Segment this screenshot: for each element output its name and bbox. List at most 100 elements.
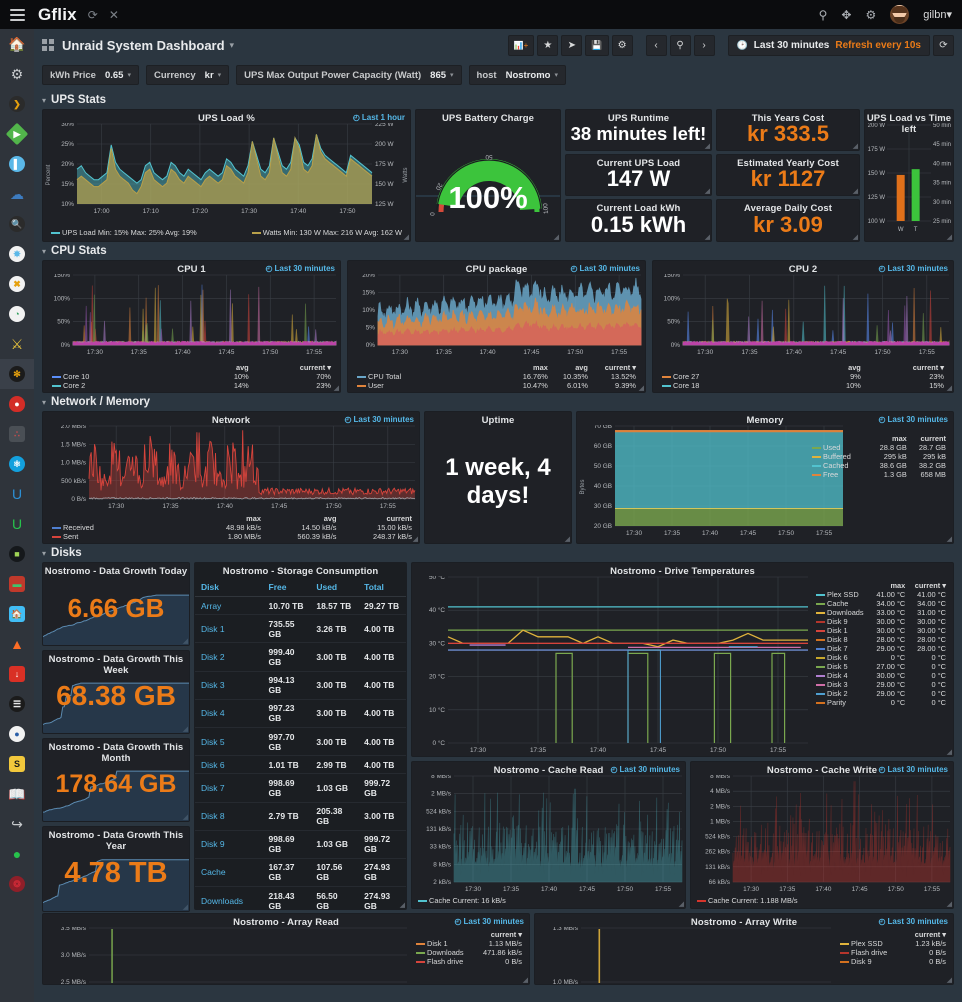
legend-item[interactable]: Core 2 14% 23% — [49, 381, 334, 390]
zoom-out-button[interactable]: ⚲ — [669, 34, 691, 56]
table-column-header[interactable]: Used — [310, 578, 359, 597]
rail-item-bazarr[interactable]: ◔ — [0, 299, 34, 329]
legend-item[interactable]: Watts Min: 130 W Max: 216 W Avg: 162 W — [251, 228, 402, 237]
legend-item[interactable]: Cache Current: 1.188 MB/s — [697, 896, 798, 905]
reload-icon[interactable]: ⟳ — [87, 7, 98, 22]
rail-item-settings[interactable]: ⚙ — [0, 59, 34, 89]
time-shift-back-button[interactable]: ‹ — [645, 34, 667, 56]
time-shift-forward-button[interactable]: › — [693, 34, 715, 56]
table-row[interactable]: Disk 2 999.40 GB 3.00 TB 4.00 TB — [195, 642, 406, 672]
refresh-button[interactable]: ⟳ — [933, 34, 954, 56]
table-row[interactable]: Cache 167.37 GB 107.56 GB 274.93 GB — [195, 858, 406, 888]
rail-item-sonarr[interactable]: ✖ — [0, 269, 34, 299]
panel-resize-handle[interactable]: ◢ — [553, 234, 559, 241]
legend-item[interactable]: Disk 5 27.00 °C 0 °C — [813, 662, 949, 671]
rail-item-deluge[interactable]: ● — [0, 719, 34, 749]
table-row[interactable]: Disk 7 998.69 GB 1.03 GB 999.72 GB — [195, 773, 406, 803]
legend-item[interactable]: Flash drive 0 B/s — [413, 957, 525, 966]
panel-cpu-2[interactable]: CPU 2 ◴ Last 30 minutes ◢ 0% 50% 100% 150% 17:30… — [652, 260, 954, 393]
legend-item[interactable]: UPS Load Min: 15% Max: 25% Avg: 19% — [51, 228, 197, 237]
rail-item-lastpass[interactable]: ● — [0, 389, 34, 419]
panel-data-growth-week[interactable]: Nostromo - Data Growth This Week◢68.38 G… — [42, 650, 190, 734]
panel-current-load-kwh[interactable]: Current Load kWh ◢ 0.15 kWh — [565, 199, 712, 242]
rail-item-calibre[interactable]: 📖 — [0, 779, 34, 809]
rail-item-radarr[interactable]: ✸ — [0, 239, 34, 269]
panel-resize-handle[interactable]: ◢ — [852, 143, 858, 150]
legend-column-header[interactable]: current ▾ — [604, 363, 636, 372]
rail-item-portainer[interactable]: ⚛ — [0, 449, 34, 479]
legend-column-header[interactable]: current ▾ — [914, 930, 946, 939]
legend-item[interactable]: Cached 38.6 GB 38.2 GB — [809, 461, 949, 470]
panel-array-read[interactable]: Nostromo - Array Read ◴ Last 30 minutes ◢ 2.… — [42, 913, 530, 985]
legend-item[interactable]: Buffered 295 kB 295 kB — [809, 452, 949, 461]
legend-item[interactable]: Disk 2 29.00 °C 0 °C — [813, 689, 949, 698]
panel-current-ups-load[interactable]: Current UPS Load ◢ 147 W — [565, 154, 712, 196]
rail-item-prowlarr[interactable]: ⚔ — [0, 329, 34, 359]
row-header-ups-stats[interactable]: ▾ UPS Stats — [34, 91, 962, 109]
legend-item[interactable]: Disk 9 30.00 °C 30.00 °C — [813, 617, 949, 626]
legend-item[interactable]: Disk 8 28.00 °C 28.00 °C — [813, 635, 949, 644]
legend-column-header[interactable]: avg — [323, 514, 337, 523]
panel-resize-handle[interactable]: ◢ — [704, 143, 710, 150]
panel-network[interactable]: Network ◴ Last 30 minutes ◢ 0 B/s 500 kB/s 1.0… — [42, 411, 420, 544]
add-panel-button[interactable]: 📊 + — [507, 34, 535, 56]
table-row[interactable]: Disk 4 997.23 GB 3.00 TB 4.00 TB — [195, 699, 406, 728]
legend-column-header[interactable]: current ▾ — [299, 363, 331, 372]
legend-item[interactable]: Core 18 10% 15% — [659, 381, 947, 390]
legend-column-header[interactable]: current ▾ — [490, 930, 522, 939]
rail-item-lidarr[interactable]: 🔍 — [0, 209, 34, 239]
legend-item[interactable]: Plex SSD 1.23 kB/s — [837, 939, 949, 948]
chevron-down-icon[interactable]: ▾ — [229, 39, 235, 50]
legend-item[interactable]: Cache Current: 16 kB/s — [418, 896, 506, 905]
rail-item-unifi[interactable]: U — [0, 479, 34, 509]
legend-item[interactable]: Disk 9 0 B/s — [837, 957, 949, 966]
panel-storage-consumption[interactable]: Nostromo - Storage Consumption ◢ Disk Free U… — [194, 562, 407, 910]
row-header-cpu-stats[interactable]: ▾ CPU Stats — [34, 242, 962, 260]
legend-item[interactable]: Downloads 471.86 kB/s — [413, 948, 525, 957]
panel-resize-handle[interactable]: ◢ — [564, 536, 570, 543]
panel-this-years-cost[interactable]: This Years Cost ◢ kr 333.5 — [716, 109, 860, 151]
save-button[interactable]: 💾 — [585, 34, 609, 56]
panel-resize-handle[interactable]: ◢ — [946, 385, 952, 392]
panel-ups-runtime[interactable]: UPS Runtime ◢ 38 minutes left! — [565, 109, 712, 151]
panel-ups-load-vs-time-left[interactable]: UPS Load vs Time left ◢ 100 W 125 W 150 W 175… — [864, 109, 954, 242]
panel-data-growth-month[interactable]: Nostromo - Data Growth This Month◢178.64… — [42, 738, 190, 822]
rail-item-nextcloud[interactable]: ∴ — [0, 419, 34, 449]
legend-column-header[interactable]: max — [890, 581, 906, 590]
table-row[interactable]: Disk 5 997.70 GB 3.00 TB 4.00 TB — [195, 727, 406, 757]
table-row[interactable]: Disk 6 1.01 TB 2.99 TB 4.00 TB — [195, 755, 406, 775]
avatar[interactable] — [890, 5, 910, 24]
panel-resize-handle[interactable]: ◢ — [678, 901, 684, 908]
panel-resize-handle[interactable]: ◢ — [704, 234, 710, 241]
panel-array-write[interactable]: Nostromo - Array Write ◴ Last 30 minutes ◢ 1… — [534, 913, 954, 985]
legend-column-header[interactable]: current — [386, 514, 412, 523]
rail-item-download[interactable]: ↓ — [0, 659, 34, 689]
close-icon[interactable]: ✕ — [108, 7, 119, 22]
table-row[interactable]: Downloads 218.43 GB 56.50 GB 274.93 GB — [195, 886, 406, 909]
rail-item-pihole[interactable]: ▬ — [0, 569, 34, 599]
legend-item[interactable]: CPU Total 16.76% 10.35% 13.52% — [354, 372, 639, 381]
legend-item[interactable]: Free 1.3 GB 658 MB — [809, 470, 949, 479]
page-title[interactable]: Unraid System Dashboard — [62, 37, 225, 53]
legend-item[interactable]: Disk 3 29.00 °C 0 °C — [813, 680, 949, 689]
row-header-disks[interactable]: ▾ Disks — [34, 544, 962, 562]
settings-button[interactable]: ⚙ — [611, 34, 633, 56]
share-button[interactable]: ➤ — [561, 34, 583, 56]
legend-item[interactable]: Cache 34.00 °C 34.00 °C — [813, 599, 949, 608]
legend-column-header[interactable]: max — [533, 363, 548, 372]
search-icon[interactable]: ⚲ — [818, 7, 828, 22]
legend-item[interactable]: Disk 1 1.13 MB/s — [413, 939, 525, 948]
legend-item[interactable]: Core 27 9% 23% — [659, 372, 947, 381]
panel-data-growth-year[interactable]: Nostromo - Data Growth This Year◢4.78 TB — [42, 826, 190, 912]
rail-item-cloud[interactable]: ☁ — [0, 179, 34, 209]
legend-item[interactable]: Downloads 33.00 °C 31.00 °C — [813, 608, 949, 617]
legend-column-header[interactable]: avg — [848, 363, 861, 372]
variable-ups-max-output[interactable]: UPS Max Output Power Capacity (Watt) 865 ▾ — [236, 65, 462, 85]
legend-item[interactable]: Flash drive 0 B/s — [837, 948, 949, 957]
table-row[interactable]: Disk 1 735.55 GB 3.26 TB 4.00 TB — [195, 614, 406, 644]
legend-column-header[interactable]: max — [892, 434, 907, 443]
legend-item[interactable]: Disk 6 0 °C 0 °C — [813, 653, 949, 662]
rail-item-netdata[interactable]: ■ — [0, 539, 34, 569]
legend-item[interactable]: Received 48.98 kB/s 14.50 kB/s 15.00 kB/s — [49, 523, 415, 532]
legend-column-header[interactable]: current ▾ — [914, 581, 946, 590]
